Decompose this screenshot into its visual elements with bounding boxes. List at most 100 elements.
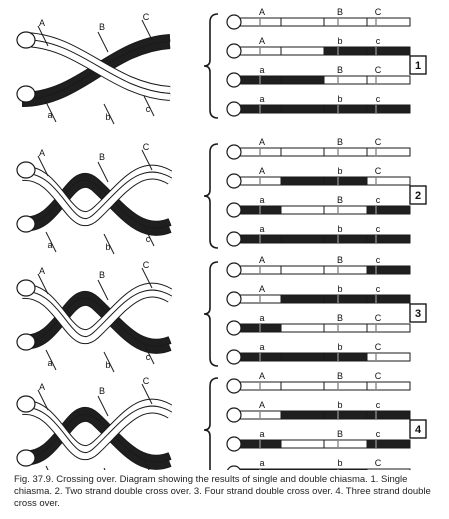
strand-segment xyxy=(366,294,411,304)
strand-segment xyxy=(280,323,325,333)
chromatid-strand: A B C xyxy=(226,371,411,394)
brace xyxy=(203,377,219,470)
strand-segment xyxy=(280,75,325,85)
strand-segment xyxy=(280,104,325,114)
strand-segment xyxy=(280,176,325,186)
centromere xyxy=(226,144,242,160)
strand-segment xyxy=(323,352,368,362)
strand-segment xyxy=(366,104,411,114)
gene-label-upper: A xyxy=(39,18,45,28)
dark-chromatid xyxy=(21,173,172,228)
strand-segment xyxy=(280,352,325,362)
gene-locus-line xyxy=(37,273,49,295)
gene-label: c xyxy=(376,400,381,410)
gene-label: a xyxy=(259,94,264,104)
brace xyxy=(203,143,219,249)
strand-segment xyxy=(366,381,411,391)
gene-label: b xyxy=(337,400,342,410)
centromere-upper xyxy=(16,395,36,413)
light-chromatid xyxy=(21,165,172,219)
gene-locus-line xyxy=(103,233,115,255)
gene-label: A xyxy=(259,371,265,381)
gene-locus-line xyxy=(103,467,106,470)
gene-label: c xyxy=(376,284,381,294)
strand-segment xyxy=(323,205,368,215)
strand-segment xyxy=(280,381,325,391)
centromere xyxy=(226,436,242,452)
panel-1: A B Ca b c A B C A b c a B Ca b c 1 xyxy=(16,7,427,125)
gene-label: a xyxy=(259,458,264,468)
centromere xyxy=(226,202,242,218)
gene-label-lower: b xyxy=(105,242,110,252)
gene-locus-line xyxy=(141,383,153,405)
centromere xyxy=(226,349,242,365)
gene-label: b xyxy=(337,342,342,352)
strand-segment xyxy=(323,381,368,391)
strand-segment xyxy=(323,294,368,304)
centromere-lower xyxy=(16,333,36,351)
dark-chromatid xyxy=(21,407,172,462)
panel-number: 1 xyxy=(415,60,421,72)
chromosome-pair-drawing: A B Ca b c xyxy=(16,260,173,373)
strand-segment xyxy=(366,75,411,85)
light-chromatid xyxy=(21,290,172,344)
centromere-lower xyxy=(16,85,36,103)
centromere xyxy=(226,320,242,336)
gene-label-upper: B xyxy=(99,270,105,280)
centromere xyxy=(226,173,242,189)
gene-label: a xyxy=(259,65,264,75)
gene-label: b xyxy=(337,284,342,294)
gene-label-upper: A xyxy=(39,266,45,276)
panel-number-box: 1 xyxy=(409,55,427,75)
centromere-upper xyxy=(16,31,36,49)
gene-label: B xyxy=(337,137,343,147)
panel-number-frame xyxy=(409,303,427,323)
centromere xyxy=(226,43,242,59)
light-chromatid xyxy=(21,406,172,460)
gene-label: B xyxy=(337,195,343,205)
gene-locus-line xyxy=(97,161,109,183)
strand-segment xyxy=(366,17,411,27)
gene-label: a xyxy=(259,429,264,439)
centromere-upper xyxy=(16,279,36,297)
gene-label-lower: c xyxy=(146,104,151,114)
strand-segment xyxy=(323,468,368,470)
gene-locus-line xyxy=(97,31,109,53)
gene-locus-line xyxy=(45,465,49,470)
gene-label: c xyxy=(376,195,381,205)
strand-segment xyxy=(323,323,368,333)
chromatid-strand: A B C xyxy=(226,7,411,30)
gene-locus-line xyxy=(37,155,49,177)
gene-label: A xyxy=(259,7,265,17)
gene-label-lower: a xyxy=(47,358,52,368)
gene-label: c xyxy=(376,255,381,265)
gene-label: C xyxy=(375,371,382,381)
strand-segment xyxy=(366,176,411,186)
gene-label: A xyxy=(259,166,265,176)
chromosome-pair-drawing: A B Ca b c xyxy=(16,12,171,125)
gene-locus-line xyxy=(37,25,49,47)
strand-segment xyxy=(280,205,325,215)
panel-4: ABCabcABCAbcaBcabC4 xyxy=(16,371,427,470)
dark-chromatid xyxy=(21,414,172,469)
strand-segment xyxy=(323,147,368,157)
gene-label: A xyxy=(259,137,265,147)
light-chromatid xyxy=(21,33,171,93)
gene-label: a xyxy=(259,195,264,205)
light-chromatid xyxy=(21,399,172,453)
gene-label-lower: c xyxy=(146,352,151,362)
gene-label: B xyxy=(337,371,343,381)
strand-segment xyxy=(323,104,368,114)
strand-segment xyxy=(323,410,368,420)
gene-locus-line xyxy=(143,225,155,247)
centromere xyxy=(226,14,242,30)
strand-segment xyxy=(323,234,368,244)
